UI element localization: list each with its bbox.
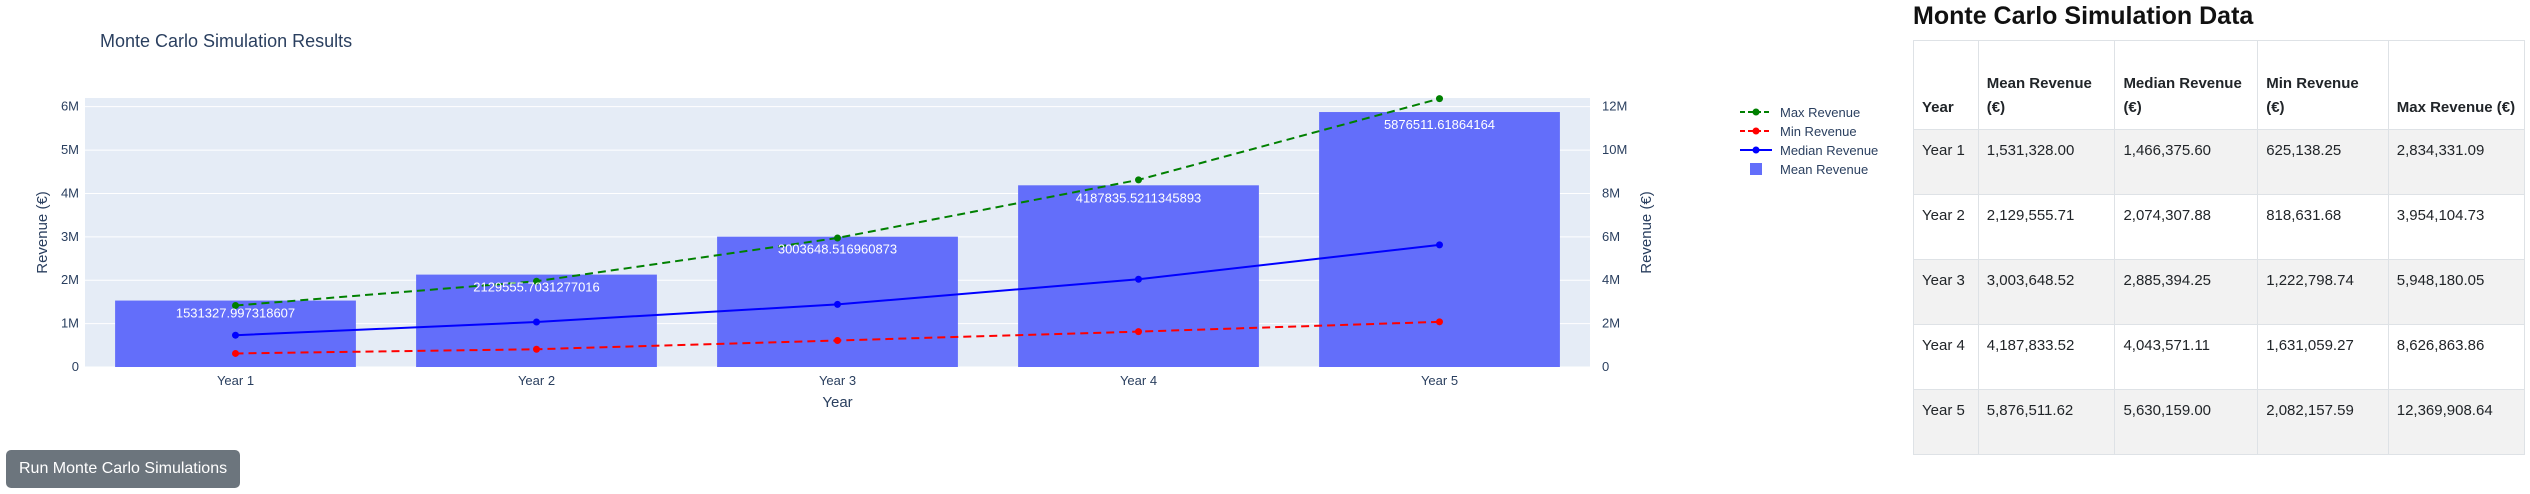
median-revenue-point bbox=[533, 318, 540, 326]
table-row: Year 5 5,876,511.62 5,630,159.00 2,082,157.… bbox=[1913, 389, 2526, 455]
y2-tick-label: 0 bbox=[1602, 359, 1609, 374]
chart-title: Monte Carlo Simulation Results bbox=[100, 31, 352, 51]
table-cell: 625,138.25 bbox=[2257, 129, 2389, 195]
max-revenue-point bbox=[1135, 176, 1142, 184]
min-revenue-point bbox=[232, 349, 239, 357]
table-cell: 5,948,180.05 bbox=[2387, 259, 2526, 325]
legend-label: Max Revenue bbox=[1780, 105, 1860, 120]
bar-data-label: 3003648.516960873 bbox=[778, 242, 897, 257]
column-header: Year bbox=[1913, 40, 1979, 130]
legend-label: Median Revenue bbox=[1780, 143, 1878, 158]
y-tick-label: 0 bbox=[72, 359, 79, 374]
x-tick-label: Year 2 bbox=[518, 373, 555, 388]
table-cell: 5,630,159.00 bbox=[2114, 389, 2259, 455]
table-cell: 1,222,798.74 bbox=[2257, 259, 2389, 325]
legend-swatch bbox=[1750, 163, 1762, 175]
min-revenue-point bbox=[1135, 328, 1142, 336]
table-cell: 3,003,648.52 bbox=[1977, 259, 2116, 325]
bar-data-label: 1531327.997318607 bbox=[176, 306, 295, 321]
y-tick-label: 6M bbox=[61, 99, 79, 114]
table-cell: Year 5 bbox=[1913, 389, 1979, 455]
legend-label: Mean Revenue bbox=[1780, 162, 1868, 177]
table-row: Year 2 2,129,555.71 2,074,307.88 818,631.68… bbox=[1913, 194, 2526, 260]
column-header: Max Revenue (€) bbox=[2387, 40, 2526, 130]
min-revenue-point bbox=[834, 336, 841, 344]
max-revenue-point bbox=[232, 302, 239, 310]
mean-revenue-bar bbox=[1319, 112, 1560, 368]
table-head: Year Mean Revenue (€) Median Revenue (€) Mi… bbox=[1913, 40, 2526, 130]
column-header: Median Revenue (€) bbox=[2114, 40, 2259, 130]
y-tick-label: 4M bbox=[61, 185, 79, 200]
table-cell: 2,074,307.88 bbox=[2114, 194, 2259, 260]
y2-tick-label: 2M bbox=[1602, 316, 1620, 331]
table-row: Year 3 3,003,648.52 2,885,394.25 1,222,798.… bbox=[1913, 259, 2526, 325]
table-cell: Year 3 bbox=[1913, 259, 1979, 325]
table-cell: Year 1 bbox=[1913, 129, 1979, 195]
table-cell: 1,631,059.27 bbox=[2257, 324, 2389, 390]
table-cell: 4,043,571.11 bbox=[2114, 324, 2259, 390]
median-revenue-point bbox=[1436, 241, 1443, 249]
table-cell: 4,187,833.52 bbox=[1977, 324, 2116, 390]
x-tick-label: Year 4 bbox=[1120, 373, 1157, 388]
table-cell: Year 4 bbox=[1913, 324, 1979, 390]
median-revenue-point bbox=[1135, 275, 1142, 283]
table-row: Year 4 4,187,833.52 4,043,571.11 1,631,059.… bbox=[1913, 324, 2526, 390]
median-revenue-point bbox=[834, 300, 841, 308]
table-cell: Year 2 bbox=[1913, 194, 1979, 260]
median-revenue-point bbox=[232, 331, 239, 339]
y2-axis-title: Revenue (€) bbox=[1638, 191, 1655, 274]
max-revenue-point bbox=[834, 234, 841, 242]
table-cell: 2,885,394.25 bbox=[2114, 259, 2259, 325]
x-tick-label: Year 1 bbox=[217, 373, 254, 388]
legend-marker bbox=[1752, 127, 1760, 135]
y2-tick-label: 10M bbox=[1602, 142, 1627, 157]
table-cell: 8,626,863.86 bbox=[2387, 324, 2526, 390]
min-revenue-point bbox=[1436, 318, 1443, 326]
table-cell: 5,876,511.62 bbox=[1977, 389, 2116, 455]
min-revenue-point bbox=[533, 345, 540, 353]
table-panel: Monte Carlo Simulation Data Year Mean Rev… bbox=[1913, 0, 2526, 455]
column-header: Min Revenue (€) bbox=[2257, 40, 2389, 130]
table-header-row: Year Mean Revenue (€) Median Revenue (€) Mi… bbox=[1913, 40, 2526, 130]
table-row: Year 1 1,531,328.00 1,466,375.60 625,138.25… bbox=[1913, 129, 2526, 195]
table-cell: 2,834,331.09 bbox=[2387, 129, 2526, 195]
run-simulations-button[interactable]: Run Monte Carlo Simulations bbox=[6, 450, 241, 488]
y2-tick-label: 6M bbox=[1602, 229, 1620, 244]
table-cell: 12,369,908.64 bbox=[2387, 389, 2526, 455]
table-body: Year 1 1,531,328.00 1,466,375.60 625,138.25… bbox=[1913, 129, 2526, 455]
legend-label: Min Revenue bbox=[1780, 124, 1857, 139]
y-tick-label: 2M bbox=[61, 272, 79, 287]
bar-data-label: 5876511.61864164 bbox=[1384, 117, 1495, 132]
table-title: Monte Carlo Simulation Data bbox=[1913, 2, 2254, 30]
table-cell: 1,531,328.00 bbox=[1977, 129, 2116, 195]
x-tick-label: Year 5 bbox=[1421, 373, 1458, 388]
y-axis-title: Revenue (€) bbox=[34, 191, 51, 274]
column-header: Mean Revenue (€) bbox=[1977, 40, 2116, 130]
max-revenue-point bbox=[1436, 95, 1443, 103]
x-axis-title: Year bbox=[822, 394, 852, 411]
y2-tick-label: 8M bbox=[1602, 185, 1620, 200]
y-tick-label: 1M bbox=[61, 316, 79, 331]
bar-data-label: 2129555.7031277016 bbox=[473, 280, 600, 295]
table-cell: 2,129,555.71 bbox=[1977, 194, 2116, 260]
bar-data-label: 4187835.5211345893 bbox=[1076, 190, 1202, 205]
max-revenue-line bbox=[235, 97, 1440, 307]
revenue-chart: 0 1M 2M 3M 4M 5M 6M 0 2M 4M 6M 8M 10M 12M Year 1 Year 2… bbox=[34, 31, 1878, 411]
table-cell: 3,954,104.73 bbox=[2387, 194, 2526, 260]
max-revenue-point bbox=[533, 277, 540, 285]
table-cell: 818,631.68 bbox=[2257, 194, 2389, 260]
y2-tick-label: 12M bbox=[1602, 99, 1627, 114]
y2-tick-label: 4M bbox=[1602, 272, 1620, 287]
simulation-table: Year Mean Revenue (€) Median Revenue (€) Mi… bbox=[1913, 40, 2526, 455]
table-cell: 1,466,375.60 bbox=[2114, 129, 2259, 195]
legend-marker bbox=[1752, 146, 1760, 154]
y-tick-label: 5M bbox=[61, 142, 79, 157]
chart-container: 0 1M 2M 3M 4M 5M 6M 0 2M 4M 6M 8M 10M 12M Year 1 Year 2… bbox=[34, 31, 1878, 411]
y-tick-label: 3M bbox=[61, 229, 79, 244]
table-cell: 2,082,157.59 bbox=[2257, 389, 2389, 455]
x-tick-label: Year 3 bbox=[819, 373, 856, 388]
legend-marker bbox=[1752, 108, 1760, 116]
